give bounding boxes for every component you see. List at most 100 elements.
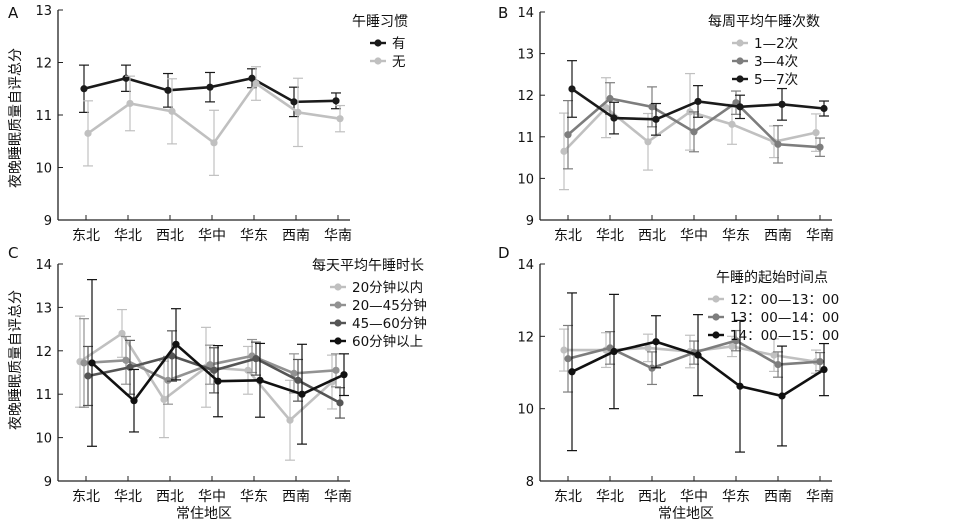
data-point bbox=[610, 114, 618, 122]
y-tick-label: 14 bbox=[517, 6, 534, 21]
legend-item: 1—2次 bbox=[732, 36, 798, 52]
y-tick-label: 12 bbox=[35, 57, 52, 72]
series-3 bbox=[567, 60, 829, 136]
data-point bbox=[568, 368, 576, 376]
legend-label: 60分钟以上 bbox=[352, 333, 423, 350]
x-tick-label: 华南 bbox=[806, 489, 834, 505]
data-point bbox=[820, 366, 828, 374]
data-point bbox=[728, 120, 736, 128]
data-point bbox=[770, 351, 778, 359]
x-axis-title: 常住地区 bbox=[176, 506, 232, 522]
legend-title: 午睡的起始时间点 bbox=[716, 270, 828, 286]
legend-item: 13：00—14：00 bbox=[708, 310, 839, 326]
x-tick-label: 华中 bbox=[198, 489, 226, 505]
y-tick-label: 14 bbox=[517, 258, 534, 273]
data-point bbox=[294, 376, 302, 384]
data-point bbox=[774, 360, 782, 369]
series-2 bbox=[83, 66, 345, 176]
x-tick-label: 华北 bbox=[596, 228, 624, 244]
data-point bbox=[652, 338, 660, 346]
data-point bbox=[336, 399, 344, 407]
x-tick-label: 华东 bbox=[722, 228, 750, 244]
data-point bbox=[130, 397, 138, 405]
legend-label: 无 bbox=[392, 54, 406, 70]
panel-label: A bbox=[8, 4, 19, 22]
legend-label: 有 bbox=[392, 36, 406, 52]
data-point bbox=[816, 358, 824, 366]
data-point bbox=[340, 371, 348, 379]
data-point bbox=[736, 382, 744, 390]
data-point bbox=[214, 377, 222, 385]
data-point bbox=[164, 86, 172, 94]
legend: 午睡的起始时间点 12：00—13：00 13：00—14：00 14：00—15：0… bbox=[708, 270, 839, 344]
panel-d: D 8 10 12 14 东北 华北 西北 华中 华东 西南 华南 午睡的起始时间点 12：00—13：0… bbox=[498, 244, 839, 522]
x-tick-label: 西北 bbox=[156, 489, 184, 505]
data-point bbox=[736, 103, 744, 111]
data-point bbox=[84, 372, 92, 380]
data-point bbox=[560, 147, 568, 155]
legend-label: 20—45分钟 bbox=[352, 297, 427, 314]
y-tick-label: 8 bbox=[526, 475, 534, 490]
legend-item: 20—45分钟 bbox=[330, 297, 427, 314]
legend-swatch-marker bbox=[736, 75, 744, 83]
x-tick-label: 华南 bbox=[324, 228, 352, 244]
x-tick-label: 华东 bbox=[240, 228, 268, 244]
data-point bbox=[118, 329, 126, 338]
y-axis-title: 夜晚睡眠质量自评总分 bbox=[8, 290, 24, 430]
x-tick-label: 西南 bbox=[282, 228, 310, 244]
data-point bbox=[694, 351, 702, 359]
data-point bbox=[560, 346, 568, 354]
data-point bbox=[256, 376, 264, 384]
x-tick-label: 华南 bbox=[806, 228, 834, 244]
panel-label: D bbox=[498, 244, 510, 262]
data-point bbox=[648, 103, 656, 111]
y-tick-label: 10 bbox=[35, 432, 52, 447]
y-tick-label: 14 bbox=[35, 258, 52, 273]
legend-swatch-marker bbox=[712, 295, 720, 303]
legend-swatch-marker bbox=[374, 39, 382, 47]
x-tick-label: 西北 bbox=[638, 228, 666, 244]
legend-title: 午睡习惯 bbox=[352, 13, 408, 30]
data-point bbox=[84, 129, 92, 137]
data-point bbox=[564, 355, 572, 363]
x-tick-label: 西北 bbox=[638, 489, 666, 505]
x-tick-label: 华中 bbox=[198, 228, 226, 244]
legend: 每周平均午睡次数 1—2次 3—4次 5—7次 bbox=[708, 14, 820, 88]
data-point bbox=[210, 366, 218, 374]
legend-item: 有 bbox=[370, 36, 406, 52]
data-point bbox=[168, 107, 176, 115]
legend-item: 60分钟以上 bbox=[330, 333, 423, 350]
data-point bbox=[774, 140, 782, 148]
data-point bbox=[812, 129, 820, 137]
data-point bbox=[290, 98, 298, 106]
data-point bbox=[690, 128, 698, 136]
series-4 bbox=[87, 279, 349, 447]
x-tick-label: 华北 bbox=[114, 489, 142, 505]
legend-item: 12：00—13：00 bbox=[708, 292, 839, 308]
x-tick-label: 华北 bbox=[596, 489, 624, 505]
y-tick-label: 13 bbox=[517, 48, 534, 63]
data-point bbox=[602, 104, 610, 112]
data-point bbox=[294, 108, 302, 116]
data-point bbox=[778, 100, 786, 108]
legend-item: 14：00—15：00 bbox=[708, 328, 839, 344]
y-tick-label: 9 bbox=[44, 214, 52, 229]
data-point bbox=[206, 361, 214, 369]
x-tick-label: 西南 bbox=[282, 489, 310, 505]
data-point bbox=[164, 376, 172, 384]
x-tick-label: 东北 bbox=[72, 489, 100, 505]
legend-swatch-marker bbox=[374, 57, 382, 65]
y-tick-label: 10 bbox=[517, 403, 534, 418]
y-axis-title: 夜晚睡眠质量自评总分 bbox=[8, 48, 24, 188]
data-point bbox=[252, 79, 260, 88]
x-tick-label: 华东 bbox=[240, 489, 268, 505]
legend-title: 每天平均午睡时长 bbox=[312, 258, 424, 274]
legend-item: 3—4次 bbox=[732, 54, 798, 70]
x-tick-label: 华南 bbox=[324, 489, 352, 505]
legend-item: 45—60分钟 bbox=[330, 315, 427, 332]
legend-label: 3—4次 bbox=[754, 54, 798, 70]
